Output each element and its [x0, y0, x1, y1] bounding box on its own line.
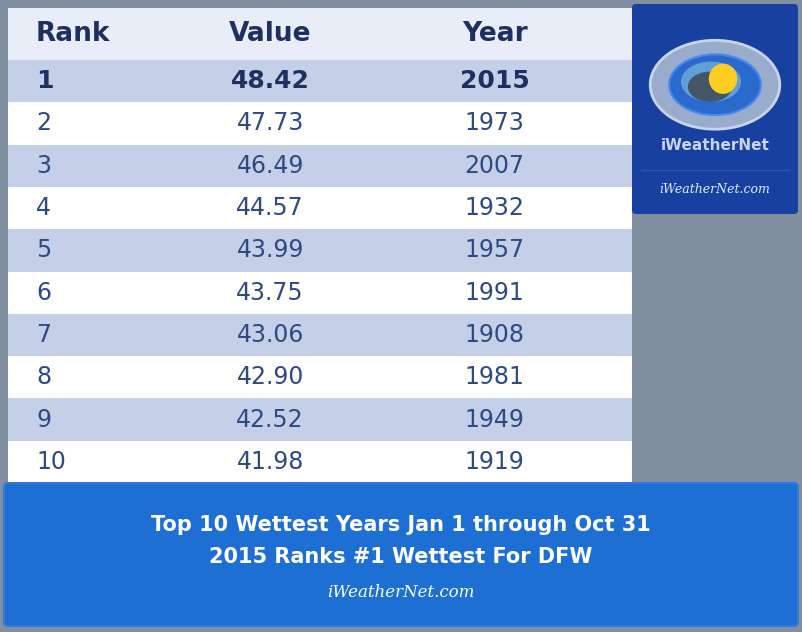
Text: 1: 1	[36, 69, 54, 93]
Text: 43.99: 43.99	[237, 238, 304, 262]
Text: 43.75: 43.75	[237, 281, 304, 305]
Ellipse shape	[681, 61, 741, 102]
Text: 1973: 1973	[465, 111, 525, 135]
Text: 10: 10	[36, 450, 66, 474]
Bar	[8, 398, 632, 441]
Text: 2: 2	[36, 111, 51, 135]
Text: Top 10 Wettest Years Jan 1 through Oct 31: Top 10 Wettest Years Jan 1 through Oct 3…	[151, 515, 651, 535]
Bar	[8, 60, 632, 102]
Bar	[8, 229, 632, 272]
Text: 6: 6	[36, 281, 51, 305]
Text: iWeatherNet: iWeatherNet	[661, 138, 769, 153]
Bar	[8, 441, 632, 483]
Bar	[8, 102, 632, 145]
Ellipse shape	[688, 71, 732, 102]
Text: 1957: 1957	[464, 238, 525, 262]
Text: Rank: Rank	[36, 21, 111, 47]
Text: 1932: 1932	[465, 196, 525, 220]
Text: 3: 3	[36, 154, 51, 178]
Text: 7: 7	[36, 323, 51, 347]
Text: 9: 9	[36, 408, 51, 432]
Bar	[8, 272, 632, 314]
Text: Year: Year	[462, 21, 528, 47]
Bar	[8, 145, 632, 187]
Bar	[6, 483, 796, 626]
Text: 5: 5	[36, 238, 51, 262]
Text: 2015: 2015	[460, 69, 529, 93]
Bar	[8, 8, 632, 60]
Ellipse shape	[650, 40, 780, 129]
Ellipse shape	[709, 64, 737, 94]
Text: iWeatherNet.com: iWeatherNet.com	[327, 584, 475, 601]
Text: 41.98: 41.98	[237, 450, 304, 474]
Text: 42.90: 42.90	[237, 365, 304, 389]
Text: iWeatherNet.com: iWeatherNet.com	[659, 183, 771, 197]
Text: 47.73: 47.73	[237, 111, 304, 135]
Text: 48.42: 48.42	[231, 69, 310, 93]
FancyBboxPatch shape	[632, 4, 798, 214]
Text: 2015 Ranks #1 Wettest For DFW: 2015 Ranks #1 Wettest For DFW	[209, 547, 593, 567]
Bar	[8, 356, 632, 398]
Text: 43.06: 43.06	[237, 323, 304, 347]
Text: 2007: 2007	[464, 154, 525, 178]
Text: 42.52: 42.52	[237, 408, 304, 432]
Bar	[8, 187, 632, 229]
Text: 1991: 1991	[465, 281, 525, 305]
Text: 1919: 1919	[465, 450, 525, 474]
Text: 8: 8	[36, 365, 51, 389]
Text: 1908: 1908	[464, 323, 525, 347]
Text: Value: Value	[229, 21, 311, 47]
Bar	[8, 314, 632, 356]
FancyBboxPatch shape	[4, 483, 798, 626]
Text: 44.57: 44.57	[237, 196, 304, 220]
Text: 4: 4	[36, 196, 51, 220]
Text: 46.49: 46.49	[237, 154, 304, 178]
Text: 1949: 1949	[465, 408, 525, 432]
Ellipse shape	[669, 54, 761, 115]
Text: 1981: 1981	[465, 365, 525, 389]
